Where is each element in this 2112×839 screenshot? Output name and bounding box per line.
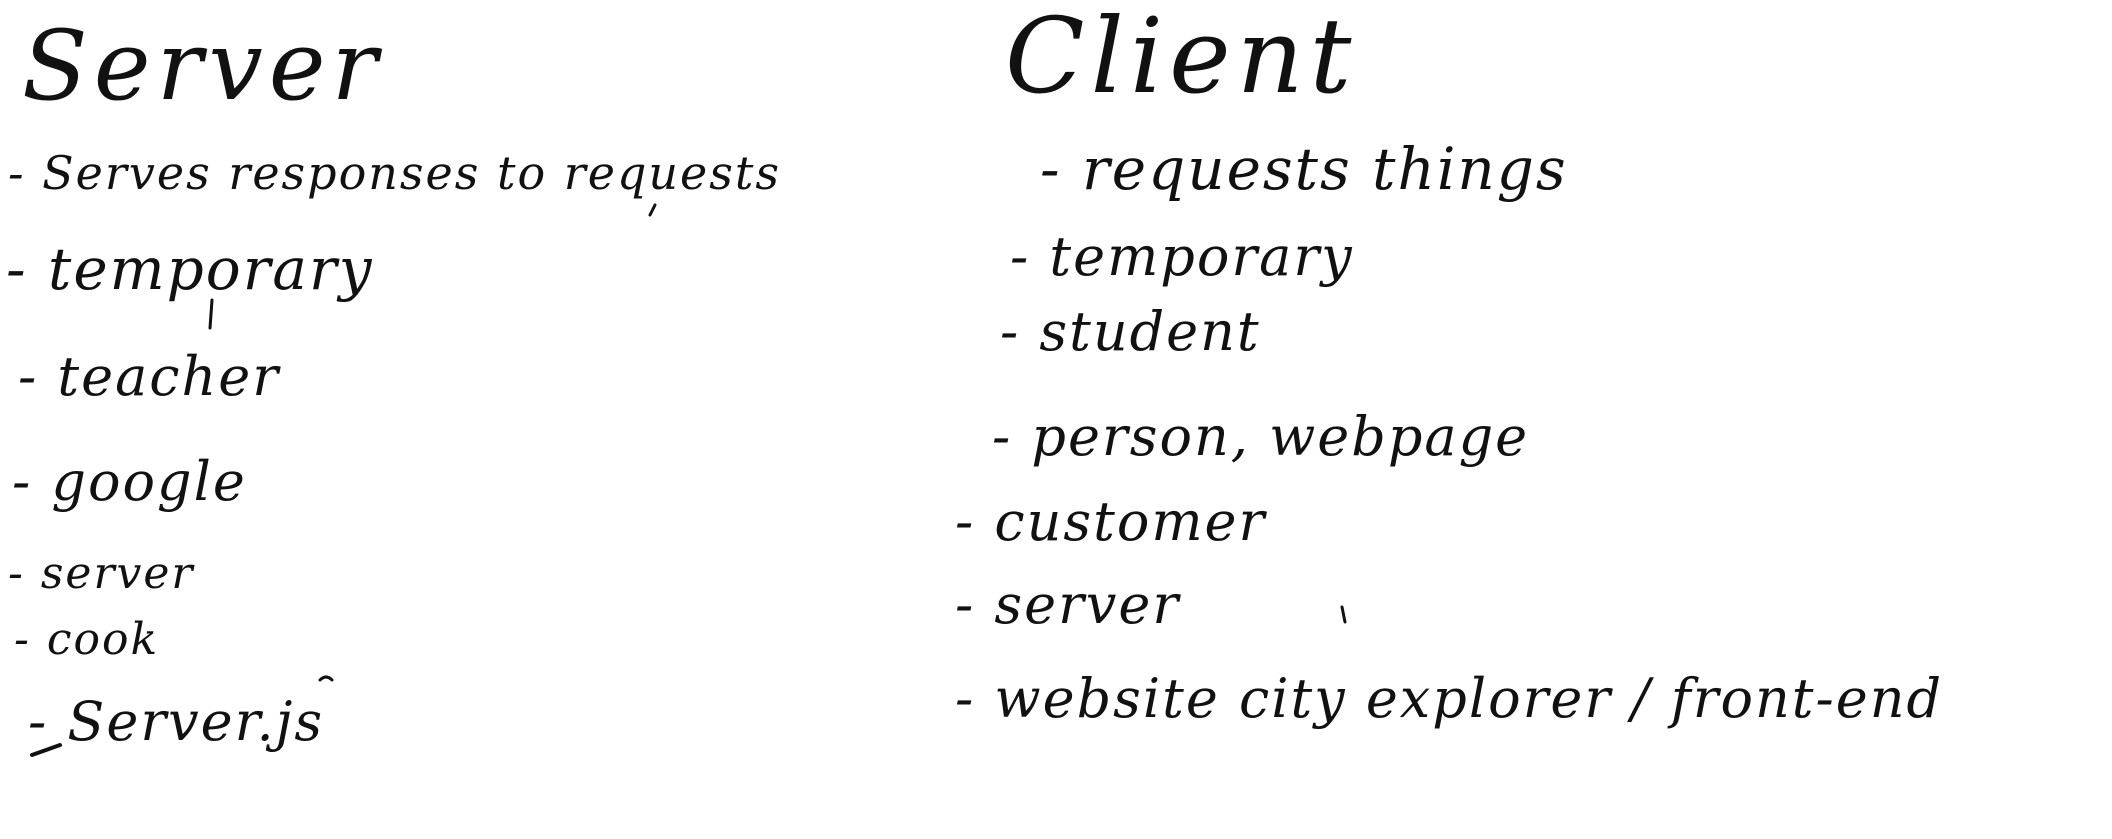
- server-item-serverjs: - Server.js: [28, 690, 325, 753]
- ink-stroke: [30, 743, 62, 757]
- client-item-person-webpage: - person, webpage: [992, 405, 1530, 468]
- client-item-requests-things: - requests things: [1040, 135, 1568, 203]
- client-item-server: - server: [955, 573, 1181, 636]
- client-item-website: - website city explorer / front-end: [955, 667, 1944, 730]
- client-heading: Client: [1005, 0, 1358, 117]
- ink-stroke: [208, 298, 214, 330]
- server-item-teacher: - teacher: [18, 345, 281, 408]
- client-item-customer: - customer: [955, 490, 1267, 553]
- ink-stroke: [1340, 605, 1347, 624]
- ink-stroke: [318, 675, 334, 682]
- client-item-student: - student: [1000, 300, 1261, 363]
- server-item-serves-responses: - Serves responses to requests: [8, 146, 781, 200]
- server-item-cook: - cook: [14, 614, 160, 665]
- client-item-temporary: - temporary: [1010, 225, 1354, 288]
- server-item-server: - server: [8, 548, 195, 599]
- server-item-temporary: - temporary: [6, 235, 374, 303]
- server-heading: Server: [22, 10, 384, 122]
- server-item-google: - google: [12, 450, 247, 513]
- ink-stroke: [648, 203, 657, 217]
